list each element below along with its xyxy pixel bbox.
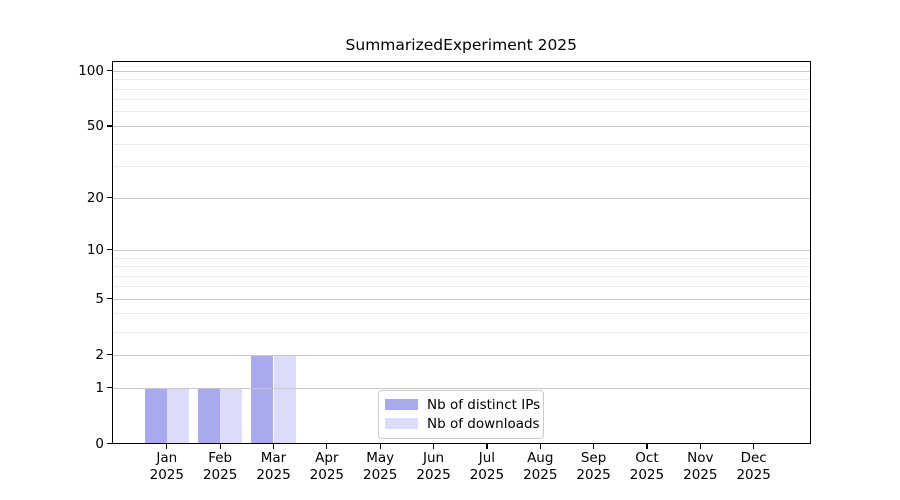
- x-tick-jan: [166, 444, 168, 449]
- legend-label-distinct-ips: Nb of distinct IPs: [427, 396, 541, 413]
- x-tick-year: 2025: [416, 466, 451, 483]
- x-tick-feb: [219, 444, 221, 449]
- x-tick-month: Sep: [580, 450, 607, 466]
- y-tick-50: [106, 125, 112, 127]
- x-tick-mar: [272, 444, 275, 449]
- gridline-minor-30: [113, 166, 810, 168]
- x-tick-month: May: [366, 450, 395, 466]
- x-tick-nov: [699, 444, 701, 449]
- gridline-major-100: [113, 70, 810, 72]
- x-tick-year: 2025: [149, 466, 184, 483]
- y-tick-1: [106, 386, 112, 389]
- x-tick-month: Jun: [423, 450, 445, 466]
- gridline-minor-80: [113, 88, 810, 90]
- y-tick-20: [106, 196, 112, 199]
- x-tick-year: 2025: [736, 466, 771, 483]
- x-tick-year: 2025: [202, 466, 238, 483]
- legend-item-distinct-ips: Nb of distinct IPs: [385, 396, 541, 413]
- legend: Nb of distinct IPs Nb of downloads: [378, 390, 544, 439]
- bar-distinct-ips-feb: [197, 387, 221, 444]
- legend-item-downloads: Nb of downloads: [385, 415, 540, 432]
- gridline-minor-8: [113, 266, 810, 267]
- x-tick-month: Dec: [740, 450, 767, 466]
- y-tick-label-5: 5: [95, 290, 104, 307]
- x-tick-label-apr: Apr 2025: [292, 450, 362, 483]
- gridline-major-10: [113, 249, 810, 251]
- x-tick-year: 2025: [576, 466, 611, 483]
- gridline-minor-9: [113, 257, 810, 259]
- x-tick-label-sep: Sep 2025: [559, 450, 629, 483]
- y-tick-label-0: 0: [95, 435, 104, 452]
- gridline-major-1: [113, 387, 810, 389]
- x-tick-year: 2025: [469, 466, 505, 483]
- bar-downloads-jan: [166, 387, 189, 444]
- gridline-minor-40: [113, 143, 810, 145]
- x-tick-label-jun: Jun 2025: [399, 450, 469, 483]
- y-tick-10: [106, 249, 112, 251]
- y-tick-2: [106, 354, 112, 356]
- bar-distinct-ips-jan: [144, 387, 167, 444]
- y-tick-label-2: 2: [95, 346, 104, 363]
- gridline-minor-7: [113, 275, 810, 277]
- chart-title: SummarizedExperiment 2025: [345, 36, 578, 54]
- x-tick-label-jul: Jul 2025: [452, 450, 522, 483]
- gridline-minor-60: [113, 111, 810, 113]
- x-tick-year: 2025: [256, 466, 291, 483]
- x-tick-apr: [326, 444, 328, 449]
- x-tick-dec: [753, 444, 755, 449]
- y-tick-100: [106, 70, 112, 72]
- bar-downloads-feb: [220, 387, 243, 444]
- gridline-major-50: [113, 125, 810, 127]
- gridline-minor-4: [113, 313, 810, 315]
- gridline-minor-3: [113, 331, 810, 333]
- y-tick-label-1: 1: [95, 379, 104, 396]
- x-tick-jul: [486, 444, 488, 449]
- bar-downloads-mar: [273, 354, 296, 444]
- x-tick-label-mar: Mar 2025: [239, 450, 309, 483]
- x-tick-month: Oct: [635, 450, 659, 466]
- x-tick-label-aug: Aug 2025: [505, 450, 575, 483]
- x-tick-month: Mar: [260, 450, 287, 466]
- bar-distinct-ips-mar: [251, 354, 274, 444]
- x-tick-month: Apr: [315, 450, 339, 466]
- x-tick-month: Nov: [687, 450, 714, 466]
- x-tick-label-oct: Oct 2025: [612, 450, 682, 483]
- plot-border: [111, 61, 811, 445]
- x-tick-label-dec: Dec 2025: [719, 450, 789, 483]
- x-tick-year: 2025: [629, 466, 665, 483]
- x-tick-may: [379, 444, 381, 449]
- x-tick-aug: [539, 444, 541, 449]
- x-tick-label-feb: Feb 2025: [185, 450, 255, 483]
- x-tick-month: Feb: [208, 450, 233, 466]
- y-tick-5: [106, 298, 112, 300]
- x-tick-month: Jan: [156, 450, 178, 466]
- x-tick-year: 2025: [523, 466, 558, 483]
- gridline-major-2: [113, 354, 810, 356]
- y-tick-label-10: 10: [86, 241, 104, 258]
- legend-swatch-downloads: [385, 418, 418, 430]
- y-tick-label-20: 20: [86, 189, 104, 206]
- y-tick-label-100: 100: [78, 62, 104, 79]
- legend-label-downloads: Nb of downloads: [427, 415, 540, 432]
- legend-swatch-distinct-ips: [385, 399, 418, 411]
- x-tick-year: 2025: [683, 466, 718, 483]
- gridline-major-20: [113, 197, 810, 199]
- x-tick-label-may: May 2025: [345, 450, 415, 483]
- x-tick-month: Aug: [527, 450, 554, 466]
- x-tick-year: 2025: [363, 466, 398, 483]
- x-tick-label-nov: Nov 2025: [665, 450, 735, 483]
- x-tick-year: 2025: [309, 466, 345, 483]
- gridline-major-5: [113, 298, 810, 300]
- x-tick-label-jan: Jan 2025: [132, 450, 202, 483]
- y-tick-0: [106, 442, 112, 445]
- x-tick-month: Jul: [478, 450, 496, 466]
- x-tick-sep: [592, 444, 595, 449]
- gridline-minor-90: [113, 79, 810, 81]
- gridline-minor-70: [113, 99, 810, 101]
- y-tick-label-50: 50: [86, 117, 104, 134]
- x-tick-jun: [432, 444, 435, 449]
- x-tick-oct: [646, 444, 648, 449]
- gridline-minor-6: [113, 286, 810, 288]
